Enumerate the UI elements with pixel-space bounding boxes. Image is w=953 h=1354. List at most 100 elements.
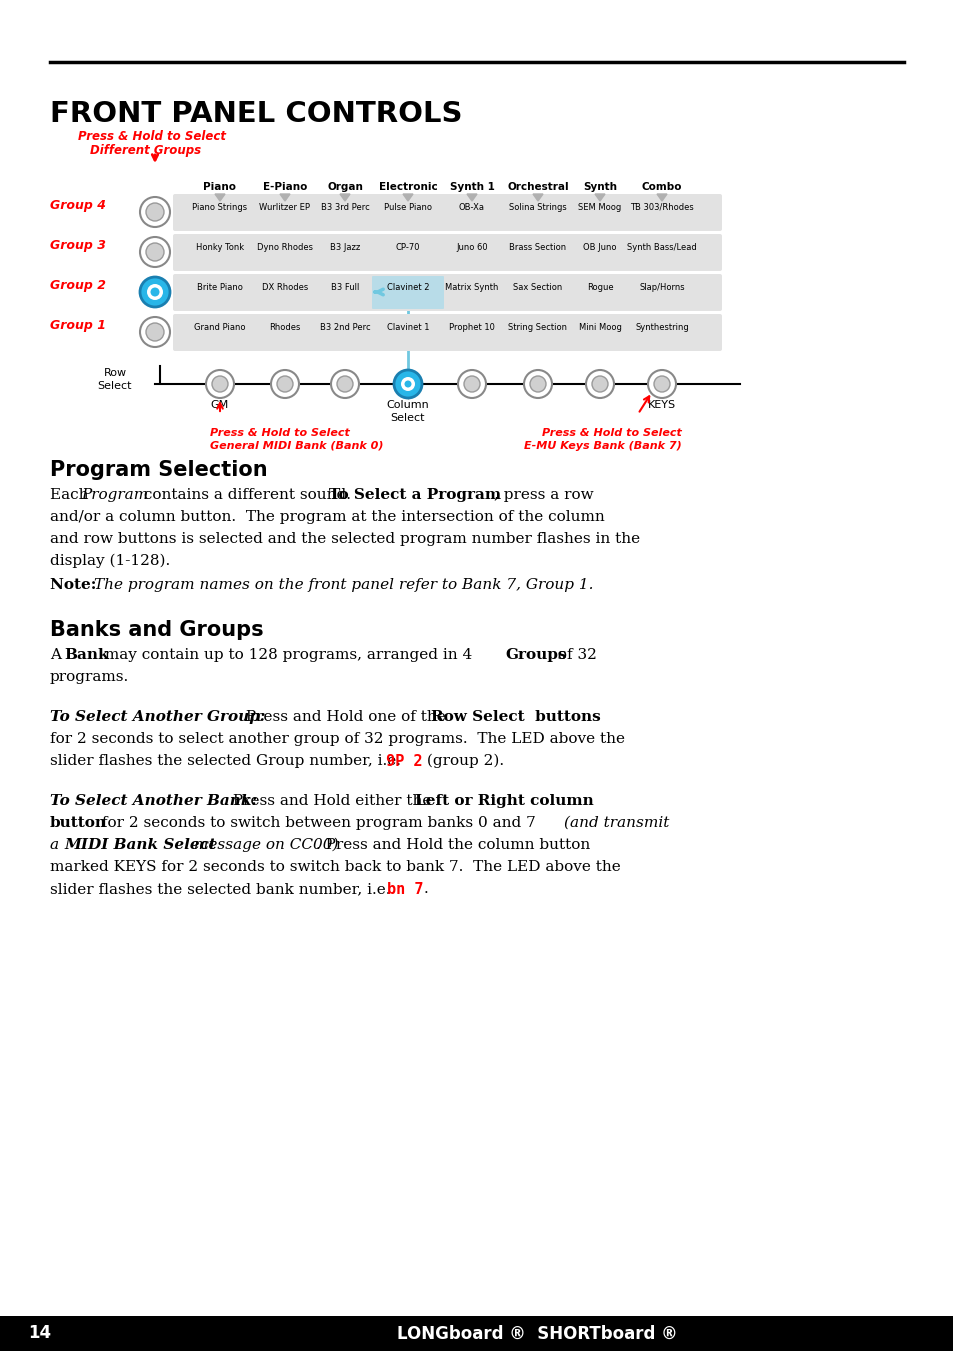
Text: of 32: of 32 xyxy=(553,649,597,662)
Text: Note:: Note: xyxy=(50,578,102,592)
Text: To Select a Program: To Select a Program xyxy=(329,487,500,502)
Text: Grand Piano: Grand Piano xyxy=(194,322,246,332)
Circle shape xyxy=(146,203,164,221)
FancyBboxPatch shape xyxy=(172,314,721,351)
Polygon shape xyxy=(595,194,604,200)
Text: for 2 seconds to switch between program banks 0 and 7: for 2 seconds to switch between program … xyxy=(97,816,540,830)
Text: Wurlitzer EP: Wurlitzer EP xyxy=(259,203,310,211)
Text: Honky Tonk: Honky Tonk xyxy=(195,242,244,252)
Text: Column: Column xyxy=(386,399,429,410)
Text: Program: Program xyxy=(81,487,148,502)
Text: marked KEYS for 2 seconds to switch back to bank 7.  The LED above the: marked KEYS for 2 seconds to switch back… xyxy=(50,860,620,873)
Text: B3 3rd Perc: B3 3rd Perc xyxy=(320,203,369,211)
Text: 14: 14 xyxy=(28,1324,51,1343)
Text: Synth Bass/Lead: Synth Bass/Lead xyxy=(626,242,696,252)
FancyBboxPatch shape xyxy=(172,194,721,232)
Circle shape xyxy=(654,376,669,393)
Text: Sax Section: Sax Section xyxy=(513,283,562,291)
Polygon shape xyxy=(339,194,350,200)
Text: for 2 seconds to select another group of 32 programs.  The LED above the: for 2 seconds to select another group of… xyxy=(50,733,624,746)
Text: Each: Each xyxy=(50,487,93,502)
Text: Press and Hold one of the: Press and Hold one of the xyxy=(241,709,450,724)
Text: Mini Moog: Mini Moog xyxy=(578,322,620,332)
Text: Row Select  buttons: Row Select buttons xyxy=(431,709,600,724)
FancyBboxPatch shape xyxy=(172,274,721,311)
Text: Rhodes: Rhodes xyxy=(269,322,300,332)
Text: Select: Select xyxy=(97,380,132,391)
Circle shape xyxy=(463,376,479,393)
Text: A: A xyxy=(50,649,66,662)
Polygon shape xyxy=(533,194,542,200)
Polygon shape xyxy=(657,194,666,200)
Circle shape xyxy=(146,242,164,261)
Circle shape xyxy=(140,317,170,347)
Text: KEYS: KEYS xyxy=(647,399,676,410)
Text: Press and Hold either the: Press and Hold either the xyxy=(228,793,436,808)
Text: contains a different sound.: contains a different sound. xyxy=(139,487,355,502)
Circle shape xyxy=(151,287,159,297)
Text: Matrix Synth: Matrix Synth xyxy=(445,283,498,291)
Text: Dyno Rhodes: Dyno Rhodes xyxy=(256,242,313,252)
Text: and/or a column button.  The program at the intersection of the column: and/or a column button. The program at t… xyxy=(50,510,604,524)
Text: Group 2: Group 2 xyxy=(50,279,106,291)
Text: bn 7: bn 7 xyxy=(387,881,423,896)
Text: DX Rhodes: DX Rhodes xyxy=(262,283,308,291)
Text: MIDI Bank Select: MIDI Bank Select xyxy=(64,838,215,852)
Text: slider flashes the selected bank number, i.e.: slider flashes the selected bank number,… xyxy=(50,881,395,896)
Text: Electronic: Electronic xyxy=(378,181,436,192)
Circle shape xyxy=(140,196,170,227)
Text: E-Piano: E-Piano xyxy=(262,181,307,192)
Text: Group 3: Group 3 xyxy=(50,238,106,252)
Text: Synthestring: Synthestring xyxy=(635,322,688,332)
Polygon shape xyxy=(467,194,476,200)
Text: Prophet 10: Prophet 10 xyxy=(449,322,495,332)
Text: Slap/Horns: Slap/Horns xyxy=(639,283,684,291)
Polygon shape xyxy=(402,194,413,200)
Text: Group 4: Group 4 xyxy=(50,199,106,211)
Circle shape xyxy=(147,284,163,301)
Text: OB-Xa: OB-Xa xyxy=(458,203,484,211)
Text: slider flashes the selected Group number, i.e.: slider flashes the selected Group number… xyxy=(50,754,405,768)
Circle shape xyxy=(276,376,293,393)
Text: Brite Piano: Brite Piano xyxy=(197,283,243,291)
Text: FRONT PANEL CONTROLS: FRONT PANEL CONTROLS xyxy=(50,100,462,129)
Polygon shape xyxy=(214,194,225,200)
Circle shape xyxy=(271,370,298,398)
FancyBboxPatch shape xyxy=(0,1316,953,1351)
Circle shape xyxy=(404,380,411,387)
Text: may contain up to 128 programs, arranged in 4: may contain up to 128 programs, arranged… xyxy=(100,649,476,662)
Text: Orchestral: Orchestral xyxy=(507,181,568,192)
Text: Row: Row xyxy=(103,368,127,378)
Text: Solina Strings: Solina Strings xyxy=(509,203,566,211)
Text: Banks and Groups: Banks and Groups xyxy=(50,620,263,640)
Text: Different Groups: Different Groups xyxy=(90,144,201,157)
Text: Synth: Synth xyxy=(582,181,617,192)
Text: Brass Section: Brass Section xyxy=(509,242,566,252)
Circle shape xyxy=(394,370,421,398)
Text: a: a xyxy=(50,838,64,852)
Text: display (1-128).: display (1-128). xyxy=(50,554,170,569)
Text: E-MU Keys Bank (Bank 7): E-MU Keys Bank (Bank 7) xyxy=(524,441,681,451)
Text: TB 303/Rhodes: TB 303/Rhodes xyxy=(630,203,693,211)
Circle shape xyxy=(585,370,614,398)
Text: General MIDI Bank (Bank 0): General MIDI Bank (Bank 0) xyxy=(210,441,383,451)
Text: B3 Jazz: B3 Jazz xyxy=(330,242,359,252)
Circle shape xyxy=(140,278,170,307)
Circle shape xyxy=(140,237,170,267)
Text: LONGboard ®  SHORTboard ®: LONGboard ® SHORTboard ® xyxy=(396,1324,677,1343)
Text: String Section: String Section xyxy=(508,322,567,332)
Text: B3 Full: B3 Full xyxy=(331,283,359,291)
Circle shape xyxy=(146,324,164,341)
FancyBboxPatch shape xyxy=(172,234,721,271)
Text: Organ: Organ xyxy=(327,181,362,192)
Circle shape xyxy=(523,370,552,398)
Text: OB Juno: OB Juno xyxy=(582,242,616,252)
Text: Press & Hold to Select: Press & Hold to Select xyxy=(541,428,681,437)
Text: SEM Moog: SEM Moog xyxy=(578,203,621,211)
Text: (and transmit: (and transmit xyxy=(563,816,669,830)
Text: Synth 1: Synth 1 xyxy=(449,181,494,192)
Text: Program Selection: Program Selection xyxy=(50,460,268,481)
Text: Clavinet 1: Clavinet 1 xyxy=(386,322,429,332)
Text: (group 2).: (group 2). xyxy=(421,754,503,768)
Text: The program names on the front panel refer to Bank 7, Group 1.: The program names on the front panel ref… xyxy=(94,578,593,592)
